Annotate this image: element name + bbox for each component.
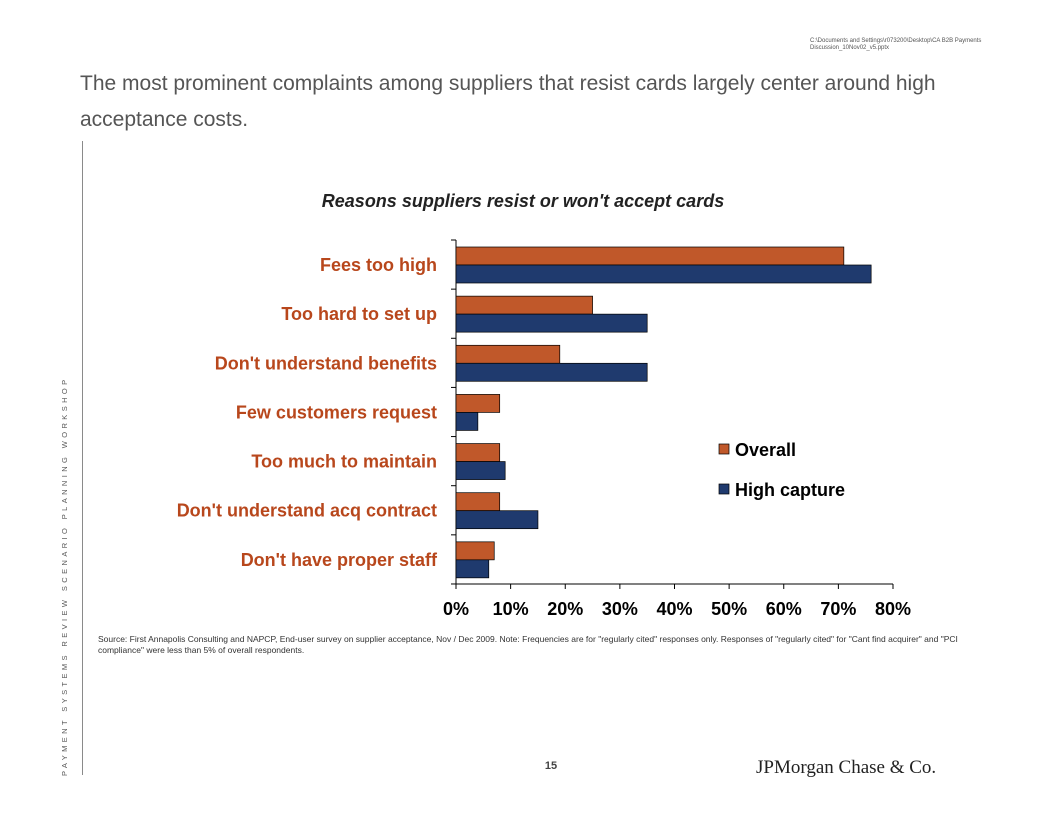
bar-high-capture <box>455 362 648 382</box>
x-tick-label: 70% <box>820 599 856 619</box>
bar-overall <box>455 443 501 462</box>
source-note: Source: First Annapolis Consulting and N… <box>98 634 958 655</box>
file-path-label: C:\Documents and Settings\r073200\Deskto… <box>810 38 982 51</box>
x-tick-label: 0% <box>443 599 469 619</box>
x-tick-label: 30% <box>602 599 638 619</box>
bar-overall <box>455 295 593 315</box>
category-label: Too hard to set up <box>281 304 437 324</box>
x-tick-label: 80% <box>875 599 911 619</box>
legend-swatch <box>718 483 730 495</box>
company-logo: JPMorgan Chase & Co. <box>756 757 937 778</box>
bar-high-capture <box>455 313 648 333</box>
x-tick-label: 60% <box>766 599 802 619</box>
bar-high-capture <box>455 412 479 431</box>
legend-swatch <box>718 443 730 455</box>
category-label: Don't understand acq contract <box>177 501 437 521</box>
bar-high-capture <box>455 559 490 579</box>
x-tick-label: 40% <box>656 599 692 619</box>
bar-high-capture <box>455 510 539 530</box>
page-title: The most prominent complaints among supp… <box>80 72 936 131</box>
x-tick-label: 10% <box>493 599 529 619</box>
category-label: Fees too high <box>320 255 437 275</box>
chart-plot-area: 0% 10% 20% 30% 40% 50% 60% 70% 80% Fees too high T… <box>177 239 911 619</box>
x-tick-label: 50% <box>711 599 747 619</box>
bar-overall <box>455 246 845 266</box>
bar-overall <box>455 394 501 413</box>
category-label: Don't understand benefits <box>215 353 437 373</box>
x-tick-label: 20% <box>547 599 583 619</box>
legend-label: High capture <box>735 480 845 500</box>
category-label: Few customers request <box>236 402 437 422</box>
page-number: 15 <box>544 760 558 772</box>
bar-high-capture <box>455 264 872 284</box>
legend-label: Overall <box>735 440 796 460</box>
chart-title: Reasons suppliers resist or won't accept… <box>322 191 724 211</box>
category-label: Don't have proper staff <box>241 550 438 570</box>
sidebar-divider <box>82 141 83 775</box>
bar-high-capture <box>455 461 506 480</box>
bar-overall <box>455 541 495 561</box>
bar-overall <box>455 344 561 364</box>
bar-overall <box>455 492 501 512</box>
category-label: Too much to maintain <box>251 452 437 472</box>
